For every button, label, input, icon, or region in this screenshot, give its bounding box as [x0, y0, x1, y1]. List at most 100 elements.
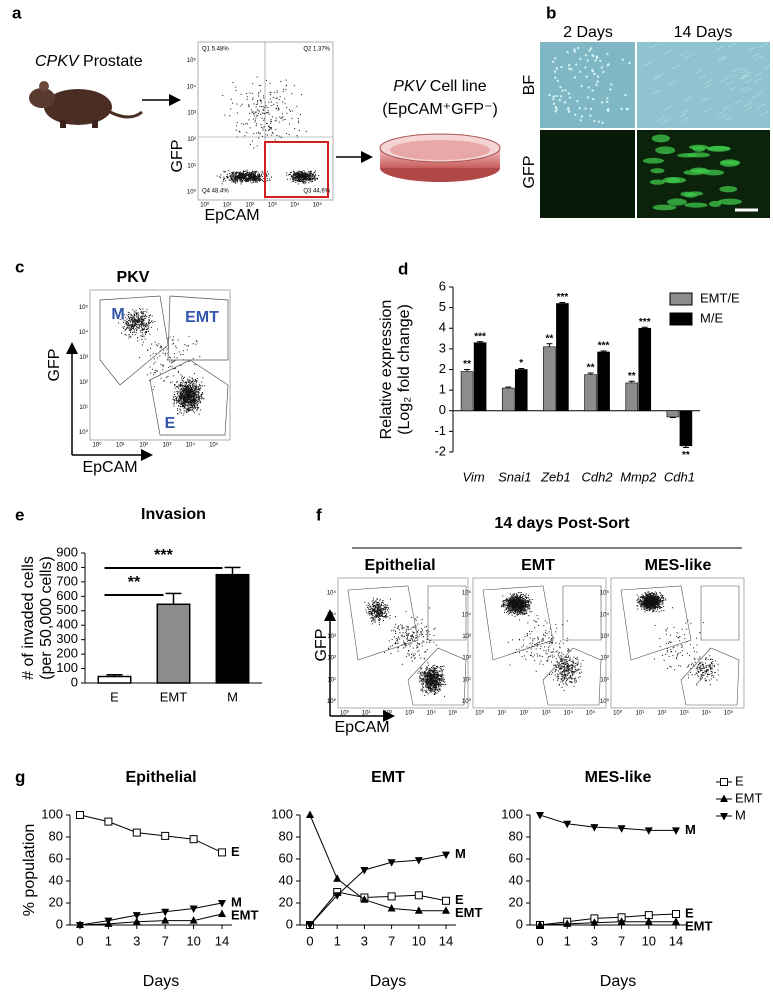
- event-dot: [426, 685, 428, 687]
- event-dot: [252, 177, 254, 179]
- event-dot: [369, 606, 371, 608]
- event-dot: [514, 607, 516, 609]
- event-dot: [435, 679, 437, 681]
- event-dot: [435, 677, 437, 679]
- event-dot: [435, 680, 437, 682]
- event-dot: [237, 171, 239, 173]
- event-dot: [370, 613, 372, 615]
- event-dot: [501, 604, 503, 606]
- event-dot: [181, 380, 183, 382]
- event-dot: [144, 314, 146, 316]
- event-dot: [270, 91, 272, 93]
- event-dot: [193, 406, 195, 408]
- event-dot: [247, 178, 249, 180]
- event-dot: [183, 401, 185, 403]
- event-dot: [132, 315, 134, 317]
- event-dot: [196, 385, 198, 387]
- event-dot: [263, 118, 265, 120]
- event-dot: [246, 131, 248, 133]
- event-dot: [299, 173, 301, 175]
- event-dot: [379, 615, 381, 617]
- event-dot: [253, 175, 255, 177]
- event-dot: [186, 385, 188, 387]
- event-dot: [184, 393, 186, 395]
- event-dot: [302, 177, 304, 179]
- plot-title: EMT: [521, 557, 555, 574]
- event-dot: [259, 99, 261, 101]
- event-dot: [129, 320, 131, 322]
- event-dot: [440, 683, 442, 685]
- event-dot: [381, 611, 383, 613]
- event-dot: [137, 319, 139, 321]
- event-dot: [376, 609, 378, 611]
- event-dot: [373, 608, 375, 610]
- cell: [548, 94, 551, 97]
- event-dot: [235, 177, 237, 179]
- event-dot: [511, 600, 513, 602]
- event-dot: [128, 333, 130, 335]
- cell: [555, 94, 558, 98]
- event-dot: [184, 406, 186, 408]
- event-dot: [500, 606, 502, 608]
- event-dot: [201, 392, 203, 394]
- cell: [570, 68, 573, 71]
- event-dot: [187, 410, 189, 412]
- event-dot: [379, 606, 381, 608]
- event-dot: [139, 319, 141, 321]
- event-dot: [260, 175, 262, 177]
- event-dot: [517, 607, 519, 609]
- event-dot: [234, 181, 236, 183]
- event-dot: [376, 602, 378, 604]
- event-dot: [435, 689, 437, 691]
- event-dot: [388, 648, 390, 650]
- event-dot: [526, 610, 528, 612]
- event-dot: [183, 395, 185, 397]
- event-dot: [186, 387, 188, 389]
- event-dot: [505, 599, 507, 601]
- event-dot: [256, 180, 258, 182]
- event-dot: [376, 611, 378, 613]
- event-dot: [437, 686, 439, 688]
- event-dot: [141, 326, 143, 328]
- event-dot: [303, 175, 305, 177]
- event-dot: [256, 177, 258, 179]
- event-dot: [394, 642, 396, 644]
- cell: [605, 100, 609, 104]
- event-dot: [173, 399, 175, 401]
- event-dot: [437, 672, 439, 674]
- event-dot: [266, 174, 268, 176]
- event-dot: [243, 178, 245, 180]
- event-dot: [528, 604, 530, 606]
- event-dot: [194, 412, 196, 414]
- event-dot: [295, 177, 297, 179]
- event-dot: [511, 602, 513, 604]
- event-dot: [382, 600, 384, 602]
- event-dot: [515, 600, 517, 602]
- event-dot: [187, 384, 189, 386]
- event-dot: [189, 401, 191, 403]
- event-dot: [422, 634, 424, 636]
- event-dot: [241, 173, 243, 175]
- event-dot: [508, 599, 510, 601]
- event-dot: [184, 388, 186, 390]
- cell: [752, 78, 762, 84]
- event-dot: [250, 175, 252, 177]
- event-dot: [257, 176, 259, 178]
- event-dot: [235, 183, 237, 185]
- event-dot: [232, 173, 234, 175]
- event-dot: [177, 393, 179, 395]
- event-dot: [250, 172, 252, 174]
- cell: [702, 108, 712, 113]
- event-dot: [425, 686, 427, 688]
- event-dot: [181, 377, 183, 379]
- event-dot: [186, 394, 188, 396]
- axis-tick-label: 10⁵: [327, 590, 337, 597]
- event-dot: [304, 183, 306, 185]
- culture-dish: [379, 133, 501, 182]
- event-dot: [374, 607, 376, 609]
- event-dot: [298, 170, 300, 172]
- event-dot: [521, 601, 523, 603]
- cell: [754, 72, 763, 77]
- event-dot: [519, 600, 521, 602]
- event-dot: [200, 395, 202, 397]
